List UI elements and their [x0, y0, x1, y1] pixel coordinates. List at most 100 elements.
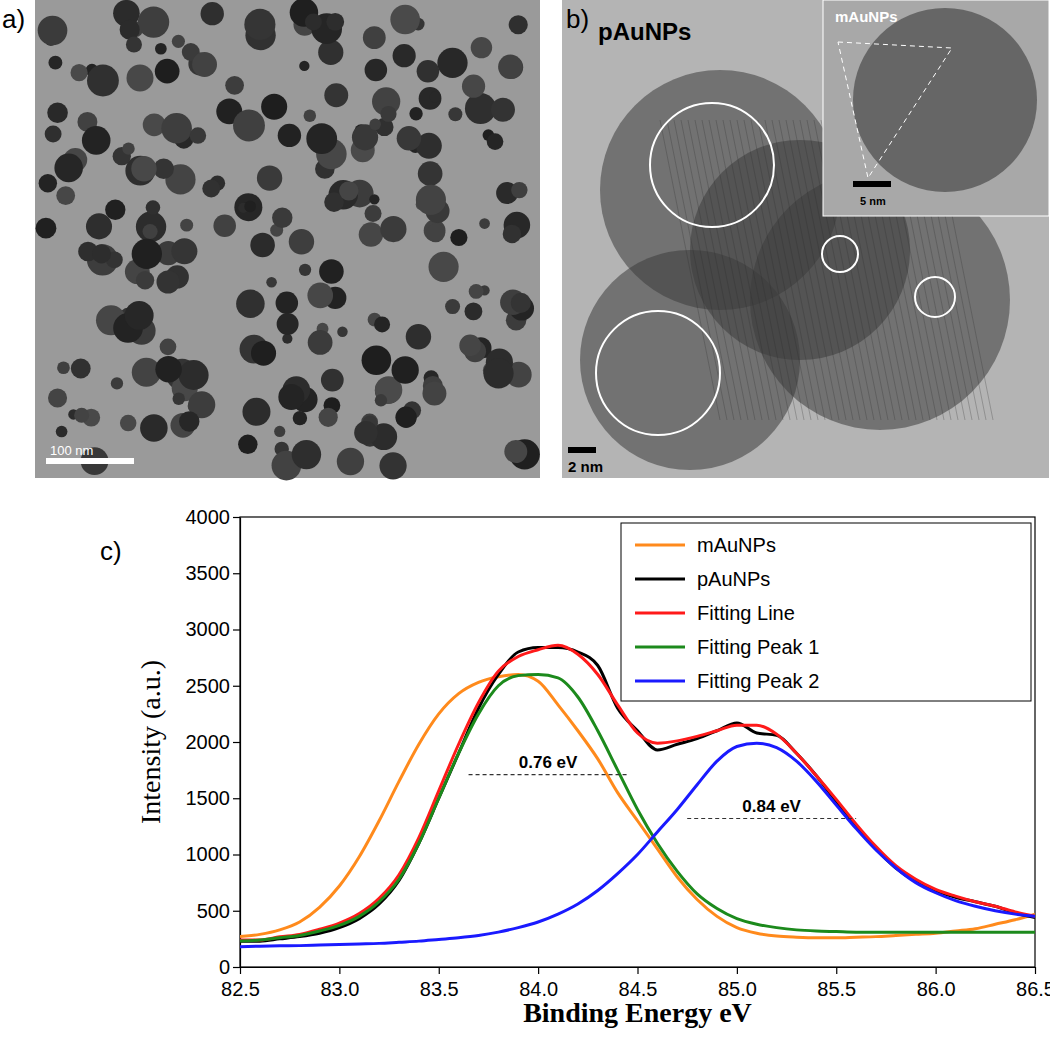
series-line	[240, 675, 1035, 942]
facet-outline	[838, 42, 952, 178]
x-tick: 85.5	[817, 967, 856, 1000]
particle	[324, 83, 348, 107]
panel-label: c)	[100, 536, 122, 566]
y-axis-line	[240, 518, 241, 968]
particle	[131, 156, 156, 181]
x-tick: 84.5	[619, 967, 658, 1000]
particle	[417, 60, 440, 83]
particle	[375, 394, 387, 406]
x-tick-mark	[737, 967, 738, 974]
particle	[155, 356, 181, 382]
legend-box	[621, 523, 1031, 701]
legend-label: Fitting Line	[697, 602, 795, 624]
scale-bar-label: 100 nm	[50, 443, 93, 458]
particle	[509, 15, 528, 34]
x-tick: 83.0	[320, 967, 359, 1000]
scale-bar	[568, 447, 596, 453]
particle	[155, 43, 167, 55]
particle	[161, 113, 192, 144]
x-axis-title: Binding Energy eV	[523, 997, 752, 1028]
particle	[483, 358, 513, 388]
particle	[308, 330, 333, 355]
x-tick-mark	[1035, 967, 1036, 974]
particle	[172, 35, 185, 48]
particle	[126, 65, 153, 92]
particle	[305, 13, 322, 30]
particle	[192, 52, 217, 77]
particle	[122, 142, 134, 154]
particle	[179, 360, 209, 390]
y-tick-mark	[233, 742, 240, 743]
particle	[251, 341, 276, 366]
particle	[380, 216, 406, 242]
particle	[57, 361, 70, 374]
particle	[462, 75, 485, 98]
y-tick: 4000	[186, 506, 241, 528]
y-tick: 2500	[186, 675, 241, 697]
particle	[487, 133, 504, 150]
particle	[337, 326, 347, 336]
particle	[233, 109, 265, 141]
particle	[418, 161, 443, 186]
y-axis: 05001000150020002500300035004000	[186, 506, 241, 978]
particle	[136, 211, 166, 241]
series-line	[240, 675, 1035, 938]
y-tick-mark	[233, 911, 240, 912]
x-tick-label: 83.0	[320, 978, 359, 1000]
particle	[450, 229, 467, 246]
legend: mAuNPspAuNPsFitting LineFitting Peak 1Fi…	[621, 523, 1031, 701]
particle	[306, 123, 337, 154]
particle	[56, 186, 75, 205]
particle	[397, 126, 422, 151]
panel-b: 2 nmmAuNPs5 nm	[562, 0, 1049, 478]
x-tick-mark	[339, 967, 340, 974]
particle	[261, 94, 287, 120]
particle	[54, 154, 83, 183]
y-tick: 1500	[186, 787, 241, 809]
annotation-text: 0.84 eV	[742, 797, 801, 816]
figure: 100 nma)2 nmmAuNPs5 nmb)pAuNPsc)82.583.0…	[0, 0, 1050, 1039]
particle	[180, 219, 193, 232]
y-tick-label: 500	[197, 900, 230, 922]
inset-background	[823, 0, 1049, 216]
particle	[160, 338, 177, 355]
image-background	[35, 0, 540, 478]
particle	[272, 207, 292, 227]
y-tick: 0	[219, 956, 240, 978]
particle	[448, 107, 462, 121]
particle	[225, 76, 244, 95]
particle	[282, 334, 292, 344]
y-tick-label: 3000	[186, 618, 231, 640]
y-tick-mark	[233, 573, 240, 574]
particle	[459, 335, 481, 357]
y-tick: 2000	[186, 731, 241, 753]
particle	[319, 408, 338, 427]
highlight-circle	[650, 103, 774, 227]
x-tick: 85.0	[718, 967, 757, 1000]
y-tick: 1000	[186, 843, 241, 865]
x-tick-mark	[836, 967, 837, 974]
particle	[299, 61, 309, 71]
y-tick-mark	[233, 629, 240, 630]
particle	[276, 292, 299, 315]
particle	[406, 324, 431, 349]
legend-label: Fitting Peak 1	[697, 636, 819, 658]
particle	[173, 393, 185, 405]
legend-swatch	[635, 544, 685, 547]
particle	[120, 415, 136, 431]
legend-swatch	[635, 646, 685, 649]
x-axis: 82.583.083.584.084.585.085.586.086.5	[221, 967, 1050, 1000]
legend-swatch	[635, 612, 685, 615]
scale-bar	[46, 458, 134, 464]
y-tick-label: 2500	[186, 675, 231, 697]
panel-label: a)	[2, 4, 25, 34]
particle	[362, 345, 392, 375]
particles	[36, 0, 540, 480]
y-tick-mark	[233, 854, 240, 855]
particle	[299, 264, 311, 276]
particle	[504, 440, 527, 463]
series-line	[240, 743, 1035, 947]
particle	[250, 233, 275, 258]
particle	[469, 284, 484, 299]
particle	[38, 16, 68, 46]
